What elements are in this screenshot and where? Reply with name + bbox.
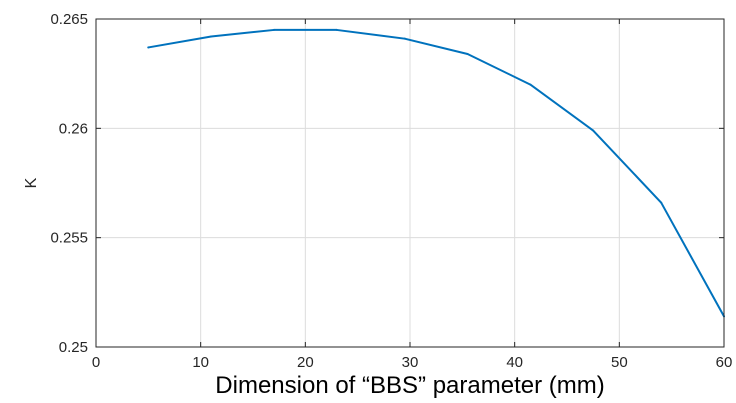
data-point	[210, 35, 213, 38]
x-tick-label: 20	[297, 354, 314, 371]
data-point	[592, 129, 595, 132]
data-point	[660, 201, 663, 204]
y-tick-label: 0.26	[59, 120, 88, 137]
x-axis-label: Dimension of “BBS” parameter (mm)	[215, 372, 604, 399]
data-point	[335, 28, 338, 31]
x-tick-label: 60	[716, 354, 733, 371]
x-tick-label: 40	[506, 354, 523, 371]
tick-marks	[95, 18, 725, 348]
x-tick-label: 10	[192, 354, 209, 371]
y-tick-label: 0.265	[50, 11, 88, 28]
grid	[96, 19, 724, 347]
series-line	[147, 28, 725, 318]
x-tick-labels: 0 10 20 30 40 50 60	[92, 354, 733, 371]
x-tick-label: 30	[402, 354, 419, 371]
data-point	[466, 52, 469, 55]
x-tick-label: 0	[92, 354, 100, 371]
y-axis-label: K	[23, 177, 40, 188]
y-tick-label: 0.25	[59, 339, 88, 356]
y-tick-label: 0.255	[50, 230, 88, 247]
series-layer	[147, 28, 725, 318]
data-point	[529, 83, 532, 86]
y-tick-labels: 0.25 0.255 0.26 0.265	[50, 11, 88, 356]
data-point	[403, 37, 406, 40]
data-point	[272, 28, 275, 31]
x-tick-label: 50	[611, 354, 628, 371]
data-point	[147, 46, 150, 49]
